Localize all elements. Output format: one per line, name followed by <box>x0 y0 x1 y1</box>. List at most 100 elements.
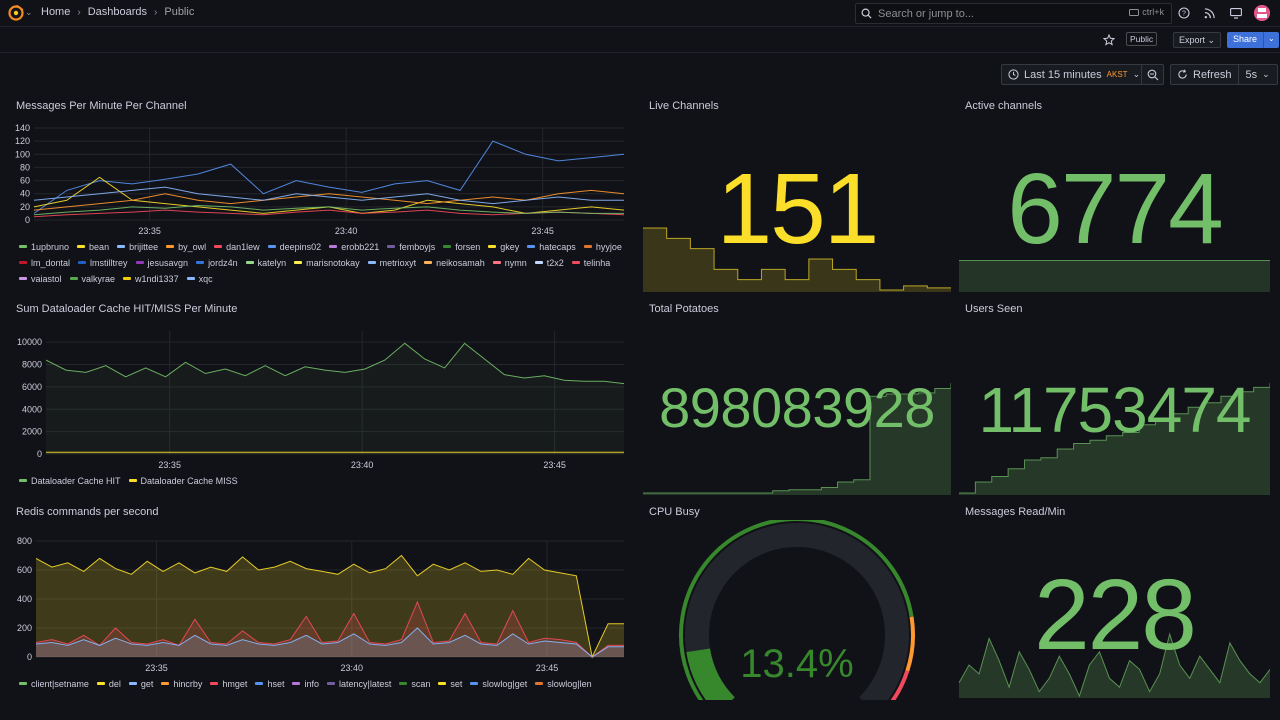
legend-label: lm_dontal <box>31 257 71 268</box>
messages-per-minute-chart[interactable]: 0 20 40 60 80 100 120 140 23:35 23:40 23:45 <box>10 120 630 264</box>
chevron-right-icon: › <box>77 6 81 18</box>
legend-item[interactable]: gkey <box>488 241 519 252</box>
legend-item[interactable]: valkyrae <box>69 273 115 284</box>
legend-item[interactable]: lm_dontal <box>19 257 70 268</box>
legend-item[interactable]: client|setname <box>19 678 89 689</box>
legend-label: hset <box>267 678 285 689</box>
legend-item[interactable]: hatecaps <box>527 241 576 252</box>
legend-item[interactable]: 1upbruno <box>19 241 69 252</box>
x-tick-label: 23:45 <box>536 663 559 673</box>
legend-item[interactable]: scan <box>399 678 430 689</box>
rss-icon[interactable] <box>1202 6 1217 21</box>
help-icon[interactable]: ? <box>1176 6 1191 21</box>
share-dropdown-chevron-icon[interactable]: ⌄ <box>1263 32 1279 48</box>
grafana-logo-icon[interactable] <box>8 5 24 21</box>
legend-item[interactable]: hmget <box>210 678 247 689</box>
legend-item[interactable]: slowlog|get <box>470 678 527 689</box>
dataloader-chart[interactable]: 0 2000 4000 6000 8000 10000 23:35 23:40 23:45 <box>10 327 630 477</box>
dataloader-legend: Dataloader Cache HIT Dataloader Cache MIS… <box>19 475 629 486</box>
legend-item[interactable]: Dataloader Cache HIT <box>19 475 121 486</box>
refresh-icon <box>1178 69 1187 79</box>
total-potatoes-sparkline <box>643 383 951 495</box>
legend-item[interactable]: bean <box>77 241 109 252</box>
star-icon[interactable] <box>1103 34 1115 46</box>
legend-item[interactable]: latency|latest <box>326 678 392 689</box>
legend-item[interactable]: jordz4n <box>196 257 238 268</box>
panel-total-potatoes: Total Potatoes 898083928 <box>643 297 951 495</box>
legend-item[interactable]: nymn <box>492 257 527 268</box>
zoom-out-button[interactable] <box>1141 64 1164 85</box>
legend-label: scan <box>411 678 431 689</box>
legend-label: nymn <box>504 257 527 268</box>
y-tick-label: 200 <box>17 623 32 633</box>
legend-item[interactable]: dan1lew <box>214 241 260 252</box>
legend-label: Dataloader Cache HIT <box>31 475 121 486</box>
legend-swatch <box>294 261 303 264</box>
legend-item[interactable]: deepins02 <box>267 241 321 252</box>
legend-item[interactable]: brijittee <box>117 241 158 252</box>
legend-swatch <box>488 245 497 248</box>
legend-item[interactable]: neikosamah <box>424 257 485 268</box>
legend-item[interactable]: t2x2 <box>534 257 564 268</box>
legend-label: Dataloader Cache MISS <box>140 475 238 486</box>
legend-label: gkey <box>500 241 520 252</box>
legend-item[interactable]: lmstilltrey <box>78 257 128 268</box>
refresh-interval-select[interactable]: 5s ⌄ <box>1239 65 1277 84</box>
legend-label: brijittee <box>129 241 159 252</box>
export-button[interactable]: Export ⌄ <box>1173 32 1222 48</box>
legend-item[interactable]: Dataloader Cache MISS <box>128 475 238 486</box>
legend-swatch <box>69 277 78 280</box>
breadcrumb: Home › Dashboards › Public <box>41 6 194 18</box>
legend-item[interactable]: w1ndi1337 <box>123 273 179 284</box>
legend-label: xqc <box>198 273 213 284</box>
legend-item[interactable]: femboyjs <box>387 241 435 252</box>
legend-item[interactable]: telinha <box>571 257 610 268</box>
legend-item[interactable]: hyyjoe <box>583 241 622 252</box>
legend-item[interactable]: get <box>128 678 153 689</box>
share-button[interactable]: Share <box>1227 32 1264 48</box>
legend-item[interactable]: by_owl <box>166 241 206 252</box>
legend-swatch <box>19 682 27 685</box>
breadcrumb-home[interactable]: Home <box>41 6 71 18</box>
legend-item[interactable]: katelyn <box>245 257 286 268</box>
legend-item[interactable]: del <box>96 678 121 689</box>
legend-item[interactable]: vaiastol <box>19 273 62 284</box>
series-area <box>46 343 624 454</box>
legend-label: latency|latest <box>338 678 392 689</box>
legend-swatch <box>19 277 27 280</box>
legend-item[interactable]: forsen <box>443 241 480 252</box>
legend-item[interactable]: metrioxyt <box>367 257 416 268</box>
panel-title: Sum Dataloader Cache HIT/MISS Per Minute <box>16 303 238 315</box>
avatar[interactable] <box>1254 5 1270 21</box>
legend-item[interactable]: jesusavgn <box>135 257 188 268</box>
breadcrumb-current: Public <box>164 6 195 18</box>
time-range-picker[interactable]: Last 15 minutes AKST ⌄ <box>1001 64 1148 85</box>
chevron-down-icon: ⌄ <box>1262 69 1270 79</box>
active-channels-value: 6774 <box>1007 153 1223 265</box>
clock-icon <box>1008 69 1019 80</box>
gauge-track <box>685 523 909 700</box>
chevron-down-icon[interactable]: ⌄ <box>25 7 33 17</box>
legend-item[interactable]: slowlog|len <box>535 678 592 689</box>
legend-item[interactable]: hincrby <box>161 678 202 689</box>
legend-item[interactable]: hset <box>255 678 284 689</box>
redis-chart[interactable]: 0 200 400 600 800 23:35 23:40 23:45 <box>10 530 630 680</box>
search-input[interactable]: Search or jump to... ctrl+k <box>855 3 1172 24</box>
x-tick-label: 23:40 <box>351 460 374 470</box>
legend-swatch <box>214 245 223 248</box>
legend-item[interactable]: set <box>438 678 462 689</box>
legend-swatch <box>245 261 254 264</box>
monitor-icon[interactable] <box>1228 6 1243 21</box>
refresh-button[interactable]: Refresh <box>1171 65 1239 84</box>
legend-swatch <box>534 261 543 264</box>
legend-swatch <box>492 261 501 264</box>
legend-item[interactable]: erobb221 <box>329 241 379 252</box>
messages-per-minute-legend: 1upbruno bean brijittee by_owl dan1lew deepin… <box>19 241 629 284</box>
breadcrumb-dashboards[interactable]: Dashboards <box>87 6 148 18</box>
legend-item[interactable]: marisnotokay <box>294 257 360 268</box>
live-channels-value: 151 <box>716 153 880 265</box>
legend-item[interactable]: xqc <box>186 273 213 284</box>
series-line <box>33 186 624 205</box>
legend-item[interactable]: info <box>292 678 319 689</box>
users-seen-value: 11753474 <box>978 374 1252 446</box>
